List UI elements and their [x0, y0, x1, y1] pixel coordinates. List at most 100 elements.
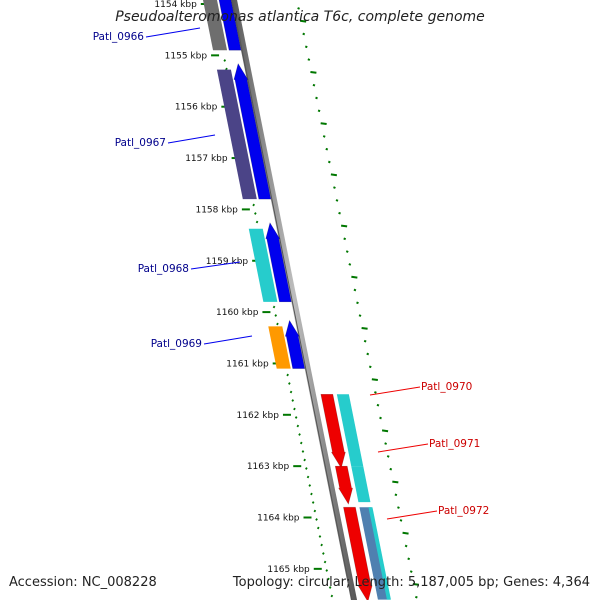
leader-patl-0969 [203, 335, 253, 345]
cog-block-patl-0971 [351, 466, 371, 503]
ruler-tick-label: 1162 kbp [237, 411, 280, 421]
leader-patl-0971 [377, 443, 429, 453]
outer-tick [404, 544, 408, 548]
outer-tick [384, 442, 388, 445]
ruler-tick-label: 1155 kbp [165, 51, 208, 61]
ruler-tick-label: 1159 kbp [206, 257, 249, 267]
outer-tick [317, 109, 321, 113]
inner-tick [274, 314, 278, 317]
cds-arrow-patl-0968 [265, 222, 292, 303]
leader-patl-0967 [167, 134, 216, 144]
inner-tick [293, 407, 296, 411]
ruler-tick-label: 1161 kbp [226, 359, 269, 369]
inner-tick [318, 535, 322, 538]
gene-label-patl-0972: Patl_0972 [438, 505, 489, 517]
gene-labels: Patl_0966 Patl_0967 Patl_0968 Patl_0969 Patl… [93, 31, 490, 517]
ruler-tick-label: 1158 kbp [195, 205, 238, 215]
outer-tick [414, 595, 418, 599]
inner-tick [289, 390, 293, 394]
inner-tick [286, 373, 289, 377]
cog-block-patl-0967 [216, 69, 257, 200]
inner-tick [311, 501, 315, 504]
gene-label-patl-0966: Patl_0966 [93, 31, 145, 43]
inner-tick [310, 492, 313, 496]
leader-patl-0972 [386, 510, 438, 520]
inner-tick [254, 212, 257, 215]
cds-arrow-patl-0972 [343, 506, 373, 600]
cds-arrow-patl-0967 [233, 62, 272, 200]
outer-tick [353, 288, 357, 292]
outer-tick [374, 391, 377, 394]
gene-label-patl-0971: Patl_0971 [429, 438, 480, 450]
cds-arrow-patl-0966 [218, 0, 242, 51]
outer-tick [407, 557, 411, 561]
outer-tick [397, 506, 400, 509]
outer-tick [361, 327, 368, 330]
outer-tick [343, 237, 347, 241]
inner-tick [294, 416, 298, 419]
genome-backbone [230, 0, 358, 600]
inner-tick [305, 467, 308, 470]
outer-tick [371, 378, 378, 381]
gene-label-patl-0969: Patl_0969 [151, 338, 202, 350]
outer-tick [386, 455, 390, 458]
ruler-tick-label: 1160 kbp [216, 308, 259, 318]
outer-tick [335, 199, 339, 202]
ruler-tick-label: 1163 kbp [247, 462, 290, 472]
outer-tick [389, 467, 393, 471]
inner-tick [328, 586, 332, 589]
outer-tick [300, 19, 307, 23]
inner-tick [322, 552, 325, 555]
outer-tick [345, 250, 349, 253]
cds-arrow-patl-0970 [320, 393, 346, 469]
inner-tick [330, 594, 334, 598]
cog-block-patl-0969 [268, 326, 291, 369]
inner-tick [303, 458, 306, 462]
cds-arrow-patl-0969 [284, 319, 306, 369]
outer-tick [327, 160, 331, 164]
outer-tick [348, 263, 352, 266]
outer-tick [363, 339, 367, 343]
outer-tick [315, 96, 318, 100]
outer-tick [325, 147, 329, 151]
backbone-line [230, 0, 358, 600]
outer-tick [409, 570, 413, 573]
outer-tick [379, 416, 382, 420]
inner-tick [272, 305, 276, 309]
inner-tick [223, 59, 227, 62]
genome-summary-text: Topology: circular; Length: 5,187,005 bp… [232, 575, 590, 590]
inner-tick [276, 322, 279, 326]
inner-tick [316, 526, 320, 530]
inner-tick [225, 67, 228, 71]
inner-tick [298, 433, 301, 436]
inner-tick [320, 543, 323, 547]
cog-block-patl-0970 [336, 394, 364, 467]
inner-tick [252, 203, 255, 207]
inner-tick [313, 509, 317, 513]
leader-patl-0968 [190, 261, 241, 270]
gene-label-patl-0970: Patl_0970 [421, 381, 472, 393]
outer-tick [330, 173, 338, 177]
ruler-tick-label: 1164 kbp [257, 514, 300, 524]
cog-block-patl-0966 [203, 0, 228, 51]
inner-tick [308, 484, 312, 487]
outer-tick [320, 122, 327, 125]
outer-tick [358, 314, 362, 317]
cog-block-patl-0968 [248, 228, 278, 302]
backbone-edge [231, 0, 353, 600]
map-title: Pseudoalteromonas atlantica T6c, complet… [115, 9, 485, 25]
leader-patl-0970 [369, 386, 421, 396]
outer-tick-track [297, 7, 419, 599]
inner-tick [306, 475, 310, 479]
gene-label-patl-0967: Patl_0967 [115, 137, 166, 149]
inner-tick [296, 424, 300, 428]
outer-tick [368, 365, 372, 369]
outer-tick [302, 32, 306, 36]
inner-tick [323, 560, 327, 564]
inner-tick [299, 441, 303, 445]
label-leaders [145, 27, 438, 520]
inner-tick [327, 577, 330, 581]
outer-tick [297, 7, 300, 10]
inner-tick [288, 382, 291, 385]
